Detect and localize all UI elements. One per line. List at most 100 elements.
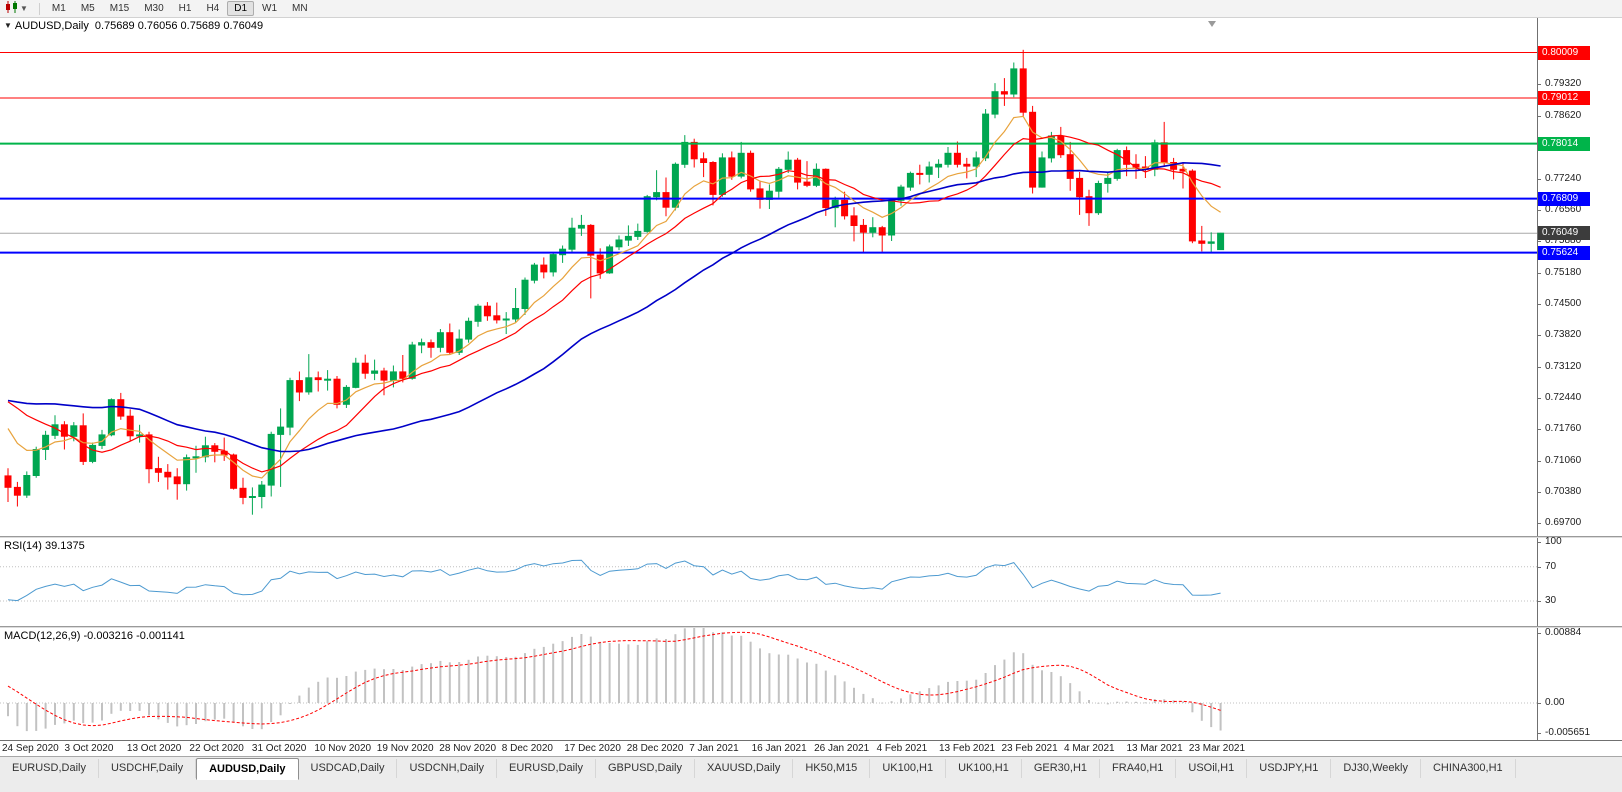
price-tick-label: 0.71760	[1536, 423, 1582, 434]
macd-tick-label: 0.00884	[1536, 627, 1582, 638]
pane-divider[interactable]	[0, 536, 1622, 538]
date-label: 13 Feb 2021	[939, 743, 996, 754]
chart-tab-AUDUSD-Daily[interactable]: AUDUSD,Daily	[196, 758, 299, 780]
timeframe-button-M15[interactable]: M15	[109, 3, 130, 14]
price-tick-label: 0.73820	[1536, 329, 1582, 340]
timeframe-button-M1[interactable]: M1	[51, 3, 66, 14]
chart-area: ▼ AUDUSD,Daily 0.75689 0.76056 0.75689 0.7…	[0, 18, 1622, 756]
price-tick-label: 0.71060	[1536, 454, 1582, 466]
macd-scale[interactable]: 0.00884 0.00 -0.005651	[1536, 627, 1622, 740]
chart-tab-HK50-M15[interactable]: HK50,M15	[793, 759, 871, 778]
date-label: 8 Dec 2020	[501, 743, 553, 754]
chart-tab-GBPUSD-Daily[interactable]: GBPUSD,Daily	[596, 759, 695, 778]
date-label: 7 Jan 2021	[689, 743, 739, 754]
date-label: 4 Mar 2021	[1064, 743, 1115, 754]
macd-title: MACD(12,26,9) -0.003216 -0.001141	[4, 630, 185, 642]
rsi-scale[interactable]: 100 70 30	[1536, 536, 1622, 626]
price-scale[interactable]: 0.793200.786200.779400.772400.765600.758…	[1536, 18, 1622, 536]
toolbar-separator	[38, 2, 40, 15]
price-line-tag: 0.78014	[1538, 136, 1590, 151]
price-tick-label: 0.76560	[1536, 203, 1582, 215]
date-label: 24 Sep 2020	[2, 743, 59, 754]
chart-ohlc-values: 0.75689 0.76056 0.75689 0.76049	[94, 20, 264, 32]
timeframe-button-M30[interactable]: M30	[144, 3, 164, 14]
chart-tab-UK100-H1[interactable]: UK100,H1	[870, 759, 947, 778]
rsi-label: RSI(14)	[4, 540, 42, 552]
candlestick-chart-icon	[4, 0, 19, 18]
date-label: 23 Feb 2021	[1001, 743, 1058, 754]
date-label: 31 Oct 2020	[251, 743, 307, 754]
timeframe-buttons: M1 M5 M15 M30 H1 H4 D1 W1 MN	[45, 1, 316, 16]
price-tick-label: 0.79320	[1536, 78, 1582, 89]
chart-tab-USOil-H1[interactable]: USOil,H1	[1176, 759, 1248, 778]
chart-tab-EURUSD-Daily[interactable]: EURUSD,Daily	[0, 759, 99, 778]
macd-tick-label: 0.00	[1536, 697, 1565, 708]
chart-tab-GER30-H1[interactable]: GER30,H1	[1022, 759, 1101, 778]
chart-tab-EURUSD-Daily[interactable]: EURUSD,Daily	[497, 759, 596, 778]
price-tick-label: 0.75180	[1536, 266, 1582, 278]
date-label: 22 Oct 2020	[189, 743, 244, 754]
chevron-down-icon: ▼	[20, 4, 28, 13]
chart-tab-FRA40-H1[interactable]: FRA40,H1	[1100, 759, 1177, 778]
price-tick-label: 0.70380	[1536, 485, 1582, 497]
date-label: 26 Jan 2021	[814, 743, 870, 754]
chart-tab-USDCAD-Daily[interactable]: USDCAD,Daily	[299, 759, 398, 778]
chart-shift-marker	[1208, 21, 1216, 27]
price-line-tag: 0.75624	[1538, 245, 1590, 260]
timeframe-button-H1[interactable]: H1	[178, 3, 192, 14]
macd-chart[interactable]	[0, 628, 1537, 740]
chart-tab-USDCNH-Daily[interactable]: USDCNH,Daily	[397, 759, 498, 778]
price-line-tag: 0.79012	[1538, 91, 1590, 105]
timeframe-button-H4[interactable]: H4	[206, 3, 220, 14]
rsi-tick-label: 30	[1536, 595, 1557, 606]
date-label: 10 Nov 2020	[314, 743, 372, 754]
date-label: 16 Jan 2021	[751, 743, 807, 754]
price-tick-label: 0.78620	[1536, 109, 1582, 121]
timeframe-button-W1[interactable]: W1	[262, 3, 278, 14]
chart-tab-UK100-H1[interactable]: UK100,H1	[946, 759, 1022, 778]
macd-values: -0.003216 -0.001141	[83, 630, 185, 642]
rsi-tick-label: 100	[1537, 536, 1562, 547]
date-label: 19 Nov 2020	[376, 743, 434, 754]
price-tick-label: 0.73120	[1536, 360, 1582, 372]
rsi-value: 39.1375	[44, 540, 85, 552]
macd-tick-label: -0.005651	[1536, 727, 1591, 738]
price-tick-label: 0.72440	[1536, 391, 1582, 403]
date-label: 13 Oct 2020	[126, 743, 182, 754]
date-label: 28 Dec 2020	[626, 743, 684, 754]
timeframe-button-M5[interactable]: M5	[80, 3, 95, 14]
price-chart[interactable]	[0, 18, 1537, 536]
timeframe-button-D1[interactable]: D1	[227, 1, 255, 16]
chart-tab-USDCHF-Daily[interactable]: USDCHF,Daily	[99, 759, 197, 778]
chart-tab-bar: EURUSD,Daily USDCHF,Daily AUDUSD,Daily USDC…	[0, 756, 1622, 792]
rsi-title: RSI(14) 39.1375	[4, 540, 85, 552]
macd-label: MACD(12,26,9)	[4, 630, 81, 642]
price-line-tag: 0.80009	[1538, 45, 1590, 60]
rsi-pane: RSI(14) 39.1375 100 70 30	[0, 536, 1622, 626]
main-chart-pane: ▼ AUDUSD,Daily 0.75689 0.76056 0.75689 0.7…	[0, 18, 1622, 536]
chart-type-button[interactable]: ▼	[4, 0, 32, 18]
date-label: 13 Mar 2021	[1126, 743, 1183, 754]
chart-tab-USDJPY-H1[interactable]: USDJPY,H1	[1247, 759, 1332, 778]
rsi-chart[interactable]	[0, 538, 1537, 626]
price-tick-label: 0.69700	[1536, 516, 1582, 528]
pane-divider[interactable]	[0, 626, 1622, 628]
time-axis[interactable]: 24 Sep 2020 3 Oct 2020 13 Oct 2020 22 Oct 2…	[0, 740, 1622, 756]
chart-tab-CHINA300-H1[interactable]: CHINA300,H1	[1421, 759, 1516, 778]
timeframe-button-MN[interactable]: MN	[292, 3, 308, 14]
symbol-dropdown-icon[interactable]: ▼	[4, 21, 12, 30]
date-label: 28 Nov 2020	[439, 743, 497, 754]
chart-tab-XAUUSD-Daily[interactable]: XAUUSD,Daily	[695, 759, 794, 778]
chart-tab-DJ30-Weekly[interactable]: DJ30,Weekly	[1331, 759, 1421, 778]
date-label: 4 Feb 2021	[876, 743, 928, 754]
timeframe-toolbar: ▼ M1 M5 M15 M30 H1 H4 D1 W1 MN	[0, 0, 1622, 18]
rsi-tick-label: 70	[1536, 560, 1557, 572]
price-tick-label: 0.77240	[1536, 172, 1582, 184]
current-price-tag: 0.76049	[1538, 226, 1590, 241]
price-tick-label: 0.74500	[1536, 297, 1582, 309]
price-tick-label: 0.75880	[1536, 235, 1582, 246]
chart-symbol-label: AUDUSD,Daily	[14, 20, 89, 32]
date-label: 23 Mar 2021	[1188, 743, 1246, 754]
chart-title: ▼ AUDUSD,Daily 0.75689 0.76056 0.75689 0.7…	[4, 20, 263, 32]
